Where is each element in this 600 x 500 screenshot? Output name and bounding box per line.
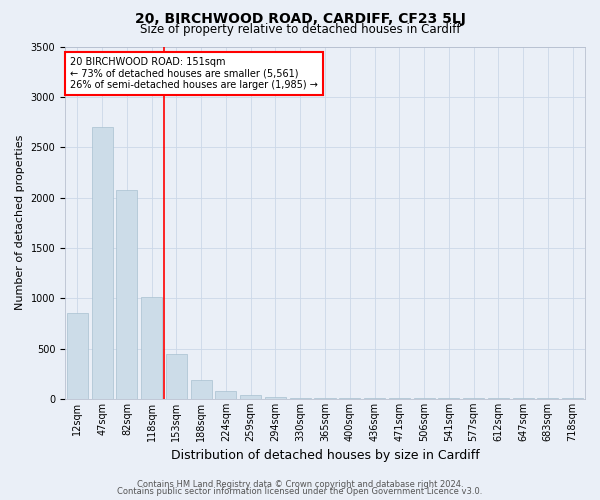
Y-axis label: Number of detached properties: Number of detached properties (15, 135, 25, 310)
Bar (166, 354, 187, 399)
Bar (191, 380, 212, 399)
Bar (314, 398, 335, 399)
Bar (240, 396, 261, 399)
Bar (389, 398, 410, 399)
Text: 20, BIRCHWOOD ROAD, CARDIFF, CF23 5LJ: 20, BIRCHWOOD ROAD, CARDIFF, CF23 5LJ (134, 12, 466, 26)
Bar (92, 127, 113, 399)
Text: Size of property relative to detached houses in Cardiff: Size of property relative to detached ho… (140, 22, 460, 36)
Bar (116, 190, 137, 399)
Bar (488, 398, 509, 399)
Bar (215, 391, 236, 399)
Bar (562, 398, 583, 399)
Text: Contains HM Land Registry data © Crown copyright and database right 2024.: Contains HM Land Registry data © Crown c… (137, 480, 463, 489)
Bar (463, 398, 484, 399)
Bar (339, 398, 360, 399)
Bar (413, 398, 434, 399)
Text: Contains public sector information licensed under the Open Government Licence v3: Contains public sector information licen… (118, 487, 482, 496)
X-axis label: Distribution of detached houses by size in Cardiff: Distribution of detached houses by size … (170, 450, 479, 462)
Bar (438, 398, 460, 399)
Bar (538, 398, 559, 399)
Bar (67, 314, 88, 399)
Bar (265, 397, 286, 399)
Bar (141, 297, 162, 399)
Bar (512, 398, 533, 399)
Text: 20 BIRCHWOOD ROAD: 151sqm
← 73% of detached houses are smaller (5,561)
26% of se: 20 BIRCHWOOD ROAD: 151sqm ← 73% of detac… (70, 57, 318, 90)
Bar (364, 398, 385, 399)
Bar (290, 398, 311, 399)
